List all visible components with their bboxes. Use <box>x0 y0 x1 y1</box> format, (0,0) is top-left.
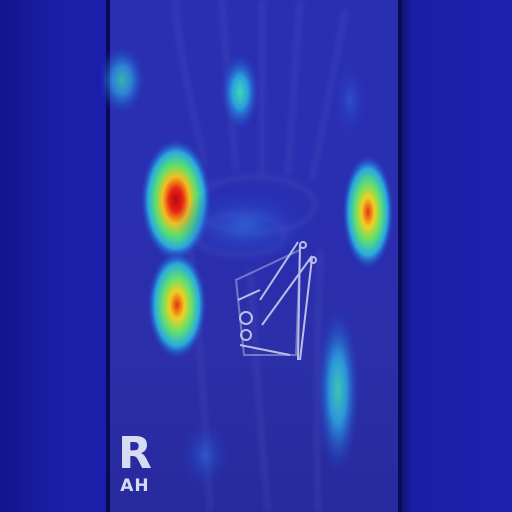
heat-region-top-center <box>220 52 260 132</box>
heat-region-right-mid-faint <box>332 60 368 140</box>
heat-region-top-left <box>98 44 146 116</box>
right-background-band <box>400 0 512 512</box>
heatmap-regions <box>98 44 394 490</box>
heat-region-left-lower <box>147 250 207 360</box>
film-right-edge <box>398 0 402 512</box>
surgical-plate <box>234 241 317 361</box>
heat-region-lower-faint <box>180 420 230 490</box>
heat-region-right-upper <box>342 154 394 270</box>
side-marker: R AH <box>118 432 152 495</box>
heat-region-center-faint <box>175 185 315 265</box>
film-left-edge <box>106 0 110 512</box>
heat-region-right-lower <box>316 305 360 475</box>
side-marker-letter: R <box>118 428 152 479</box>
left-background-band <box>0 0 108 512</box>
side-marker-subtext: AH <box>120 476 150 496</box>
